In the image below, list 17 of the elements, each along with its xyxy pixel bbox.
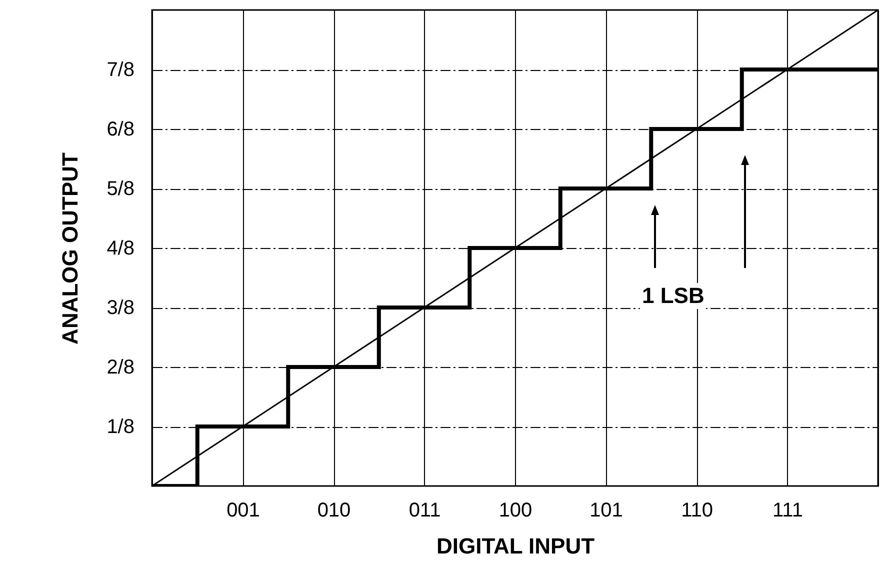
x-tick-label: 011: [408, 500, 441, 522]
x-tick-label: 101: [590, 500, 623, 522]
x-tick-label: 100: [498, 500, 532, 522]
annotation: 1 LSB: [640, 283, 706, 309]
x-tick-label: 010: [317, 500, 351, 522]
y-tick-label: 7/8: [106, 59, 134, 81]
x-axis-title: DIGITAL INPUT: [436, 534, 596, 558]
x-tick-label: 111: [772, 500, 803, 522]
y-tick-label: 6/8: [106, 118, 134, 140]
y-tick-label: 4/8: [106, 238, 134, 260]
x-tick-label: 001: [226, 500, 260, 522]
y-tick-label: 5/8: [106, 178, 134, 200]
x-tick-label: 110: [681, 500, 713, 522]
y-tick-label: 2/8: [106, 356, 134, 378]
y-tick-label: 1/8: [106, 416, 134, 438]
y-axis-title: ANALOG OUTPUT: [58, 152, 83, 344]
y-tick-label: 3/8: [106, 297, 134, 319]
